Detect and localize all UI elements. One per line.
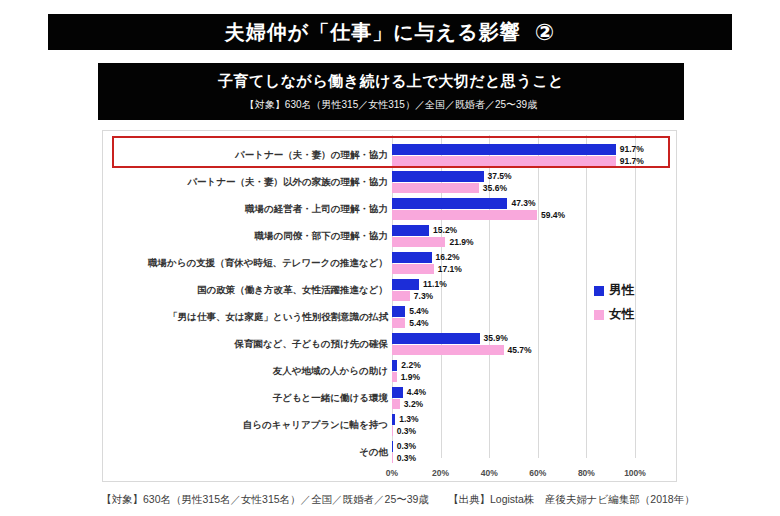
category-label: その他 (103, 441, 388, 463)
chart-row: その他 0.3%0.3% (103, 441, 676, 468)
x-axis-tick-label: 20% (421, 468, 461, 478)
bar-male (392, 387, 403, 398)
value-label-male: 11.1% (423, 279, 447, 290)
category-label: パートナー（夫・妻）以外の家族の理解・協力 (103, 171, 388, 193)
bar-female (392, 372, 397, 383)
bar-male (392, 171, 484, 182)
page-title: 夫婦仲が「仕事」に与える影響 (225, 19, 521, 46)
bar-male (392, 198, 507, 209)
value-label-female: 17.1% (438, 264, 462, 275)
legend-swatch (594, 286, 604, 296)
value-label-male: 16.2% (436, 252, 460, 263)
footer-source: 【出典】Logista株 産後夫婦ナビ編集部（2018年） (448, 493, 695, 507)
chart-area: パートナー（夫・妻）の理解・協力91.7%91.7%パートナー（夫・妻）以外の家… (102, 130, 677, 482)
chart-row: 職場の同僚・部下の理解・協力 15.2%21.9% (103, 225, 676, 252)
chart-row: 「男は仕事、女は家庭」という性別役割意識の払拭 5.4%5.4% (103, 306, 676, 333)
bar-female (392, 291, 410, 302)
chart-row: 友人や地域の人からの助け 2.2%1.9% (103, 360, 676, 387)
value-label-male: 5.4% (409, 306, 428, 317)
x-axis-tick-label: 40% (469, 468, 509, 478)
legend-item-female: 女性 (594, 306, 634, 323)
chart-row: 職場の経営者・上司の理解・協力 47.3% 59.4% (103, 198, 676, 225)
legend-label: 女性 (609, 306, 634, 323)
value-label-female: 5.4% (409, 318, 428, 329)
chart-row: 自らのキャリアプランに軸を持つ 1.3%0.3% (103, 414, 676, 441)
footer-target: 【対象】630名（男性315名／女性315名）／全国／既婚者／25〜39歳 (101, 493, 429, 507)
category-label: 友人や地域の人からの助け (103, 360, 388, 382)
bar-female (392, 453, 393, 464)
value-label-female: 0.3% (397, 453, 416, 464)
value-label-female: 21.9% (449, 237, 473, 248)
bar-female (392, 183, 479, 194)
value-label-female: 1.9% (401, 372, 420, 383)
chart-title: 子育てしながら働き続ける上で大切だと思うこと (218, 72, 564, 91)
chart-row: パートナー（夫・妻）以外の家族の理解・協力 37.5%35.6% (103, 171, 676, 198)
bar-male (392, 360, 397, 371)
bar-female (392, 426, 393, 437)
bar-female (392, 210, 537, 221)
value-label-male: 15.2% (433, 225, 457, 236)
category-label: 職場の同僚・部下の理解・協力 (103, 225, 388, 247)
chart-row: 職場からの支援（育休や時短、テレワークの推進など） 16.2%17.1% (103, 252, 676, 279)
category-label: 保育園など、子どもの預け先の確保 (103, 333, 388, 355)
value-label-male: 37.5% (488, 171, 512, 182)
bar-female (392, 237, 445, 248)
value-label-female: 35.6% (483, 183, 507, 194)
category-label: 「男は仕事、女は家庭」という性別役割意識の払拭 (103, 306, 388, 328)
bar-female (392, 345, 504, 356)
category-label: 子どもと一緒に働ける環境 (103, 387, 388, 409)
bar-male (392, 441, 393, 452)
legend-label: 男性 (609, 282, 634, 299)
value-label-female: 45.7% (508, 345, 532, 356)
value-label-male: 35.9% (484, 333, 508, 344)
chart-row: 子どもと一緒に働ける環境 4.4%3.2% (103, 387, 676, 414)
x-axis-tick-label: 60% (518, 468, 558, 478)
page-title-banner: 夫婦仲が「仕事」に与える影響 ② (48, 14, 732, 50)
category-label: 国の政策（働き方改革、女性活躍推進など） (103, 279, 388, 301)
bar-male (392, 306, 405, 317)
value-label-male: 1.3% (399, 414, 418, 425)
chart-subtitle: 【対象】630名（男性315／女性315）／全国／既婚者／25〜39歳 (245, 98, 537, 112)
x-axis-tick-label: 100% (615, 468, 655, 478)
chart-row: 国の政策（働き方改革、女性活躍推進など） 11.1%7.3% (103, 279, 676, 306)
legend-item-male: 男性 (594, 282, 634, 299)
category-label: 自らのキャリアプランに軸を持つ (103, 414, 388, 436)
highlight-box (112, 136, 670, 168)
bar-male (392, 333, 480, 344)
bar-male (392, 414, 395, 425)
value-label-female: 3.2% (404, 399, 423, 410)
value-label-female: 59.4% (541, 210, 565, 221)
x-axis-tick-label: 80% (566, 468, 606, 478)
value-label-female: 7.3% (414, 291, 433, 302)
bar-female (392, 318, 405, 329)
bar-female (392, 264, 434, 275)
bar-male (392, 225, 429, 236)
bar-male (392, 279, 419, 290)
x-axis-tick-label: 0% (372, 468, 412, 478)
page-title-number: ② (535, 19, 555, 46)
value-label-male: 4.4% (407, 387, 426, 398)
value-label-male: 47.3% (511, 198, 535, 209)
chart-title-banner: 子育てしながら働き続ける上で大切だと思うこと 【対象】630名（男性315／女性… (98, 63, 684, 120)
chart-rows: パートナー（夫・妻）の理解・協力91.7%91.7%パートナー（夫・妻）以外の家… (103, 144, 676, 468)
category-label: 職場からの支援（育休や時短、テレワークの推進など） (103, 252, 388, 274)
legend: 男性女性 (594, 282, 634, 323)
value-label-male: 0.3% (397, 441, 416, 452)
legend-swatch (594, 310, 604, 320)
bar-female (392, 399, 400, 410)
chart-row: 保育園など、子どもの預け先の確保 35.9%45.7% (103, 333, 676, 360)
bar-male (392, 252, 432, 263)
value-label-male: 2.2% (401, 360, 420, 371)
category-label: 職場の経営者・上司の理解・協力 (103, 198, 388, 220)
value-label-female: 0.3% (397, 426, 416, 437)
